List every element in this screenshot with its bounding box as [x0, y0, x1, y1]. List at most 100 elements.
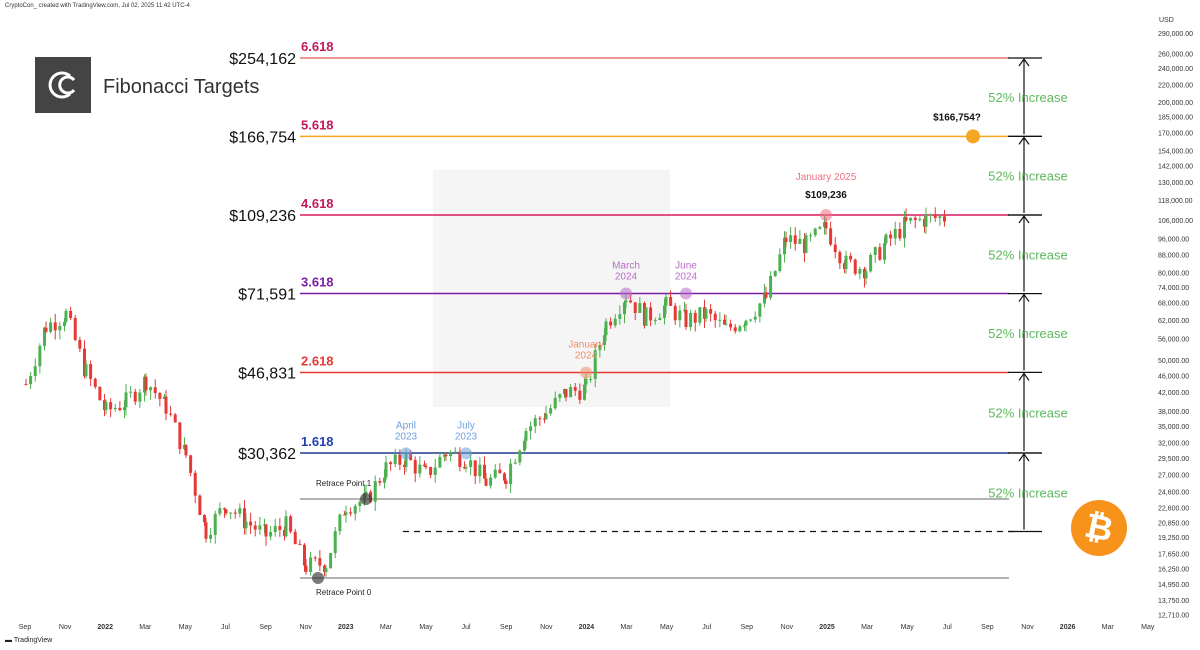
fib-price-label: $166,754	[229, 129, 296, 146]
candle-body	[422, 464, 426, 467]
candle-body	[38, 345, 42, 367]
candle-body	[724, 323, 728, 325]
candle-body	[233, 512, 237, 514]
arrow-head	[1018, 372, 1030, 381]
candle-body	[29, 376, 33, 385]
candle-body	[913, 217, 917, 221]
candle-body	[469, 460, 473, 467]
candle-body	[489, 477, 493, 486]
candle-body	[664, 296, 668, 306]
candle-body	[458, 451, 462, 467]
fib-ratio-label: 6.618	[301, 39, 334, 54]
candle-body	[504, 480, 508, 485]
candle-body	[218, 508, 222, 514]
candle-body	[364, 491, 368, 494]
candle-body	[342, 514, 346, 516]
x-tick-label: Jul	[462, 624, 471, 631]
y-tick-label: 50,000.00	[1158, 358, 1189, 365]
candle-body	[62, 321, 66, 326]
x-tick-label: Sep	[500, 624, 513, 631]
candle-body	[769, 275, 773, 298]
y-tick-label: 154,000.00	[1158, 149, 1193, 156]
candle-body	[889, 234, 893, 239]
arrow-head	[1018, 57, 1030, 67]
candle-body	[53, 322, 57, 331]
candle-body	[433, 467, 437, 475]
candle-body	[109, 402, 113, 410]
candle-body	[204, 522, 208, 539]
candle-body	[564, 389, 568, 398]
candle-body	[549, 408, 553, 414]
candle-body	[684, 309, 688, 328]
candle-body	[513, 462, 517, 464]
candle-body	[373, 481, 377, 502]
candle-body	[669, 296, 673, 306]
candle-body	[749, 319, 753, 321]
candle-body	[853, 259, 857, 274]
y-tick-label: 20,850.00	[1158, 520, 1189, 527]
candle-body	[933, 214, 937, 218]
candle-body	[764, 292, 768, 298]
cryptocon-logo-icon	[48, 71, 76, 99]
x-tick-label: Mar	[380, 624, 393, 631]
x-tick-label: Sep	[19, 624, 32, 631]
annotation-marker	[620, 287, 632, 300]
fib-price-label: $46,831	[238, 365, 296, 382]
y-tick-label: 170,000.00	[1158, 130, 1193, 137]
y-tick-label: 14,950.00	[1158, 582, 1189, 589]
candle-body	[758, 303, 762, 317]
candle-body	[753, 316, 757, 320]
x-tick-label: 2023	[338, 624, 354, 631]
fib-price-label: $254,162	[229, 51, 296, 68]
candle-body	[438, 456, 442, 468]
candle-body	[678, 310, 682, 321]
candle-body	[538, 418, 542, 420]
candle-body	[429, 467, 433, 475]
tradingview-brand: ▬ TradingView	[5, 637, 52, 644]
candle-body	[518, 450, 522, 463]
candle-body	[638, 303, 642, 313]
candle-body	[264, 524, 268, 537]
candle-body	[202, 515, 206, 523]
y-tick-label: 68,000.00	[1158, 301, 1189, 308]
candle-body	[378, 481, 382, 483]
candle-body	[862, 269, 866, 279]
arrow-head	[1018, 214, 1030, 224]
candle-body	[142, 376, 146, 393]
tradingview-label: TradingView	[13, 637, 53, 644]
candle-body	[553, 397, 557, 409]
candle-body	[562, 389, 566, 395]
candle-body	[922, 219, 926, 227]
candle-body	[182, 444, 186, 450]
fib-price-label: $109,236	[229, 208, 296, 225]
annotation-label: January	[568, 340, 604, 351]
candle-body	[629, 300, 633, 303]
candle-body	[164, 396, 168, 414]
candle-body	[278, 525, 282, 531]
candle-body	[622, 302, 626, 315]
y-tick-label: 16,250.00	[1158, 567, 1189, 574]
candle-body	[58, 325, 62, 331]
candle-body	[453, 451, 457, 453]
candle-body	[304, 565, 308, 572]
candle-body	[482, 464, 486, 479]
candle-body	[782, 237, 786, 255]
candle-body	[333, 531, 337, 554]
candle-body	[942, 216, 946, 222]
y-tick-label: 13,750.00	[1158, 598, 1189, 605]
y-tick-label: 240,000.00	[1158, 66, 1193, 73]
annotation-label: 2024	[575, 351, 598, 362]
fib-ratio-label: 5.618	[301, 117, 334, 132]
candle-body	[693, 312, 697, 323]
retrace-label: Retrace Point 0	[316, 588, 372, 597]
candle-body	[822, 222, 826, 227]
candle-body	[689, 312, 693, 328]
candle-body	[544, 413, 548, 420]
logo	[35, 57, 91, 113]
fib-ratio-label: 1.618	[301, 434, 334, 449]
increase-label: 52% Increase	[988, 90, 1068, 105]
candle-body	[493, 469, 497, 478]
candle-body	[624, 300, 628, 303]
candle-body	[742, 325, 746, 327]
fib-price-label: $71,591	[238, 287, 296, 304]
